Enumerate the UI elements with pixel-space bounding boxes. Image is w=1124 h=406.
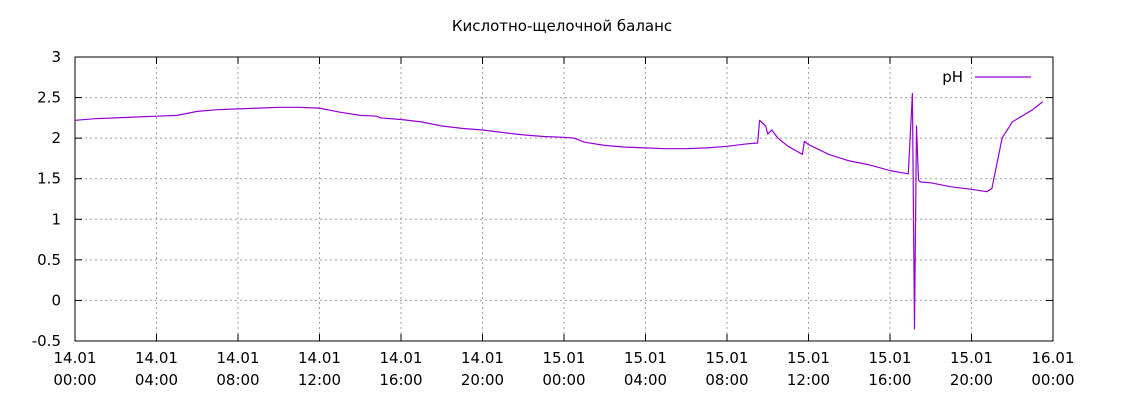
x-tick-label-time: 04:00 [624,371,667,389]
x-tick-label-time: 16:00 [868,371,911,389]
y-tick-label: 1 [51,210,61,228]
legend: pH [942,68,1031,86]
y-tick-label: 2 [51,129,61,147]
x-tick-label-date: 15.01 [543,349,586,367]
x-tick-label-date: 15.01 [869,349,912,367]
x-tick-label-time: 20:00 [461,371,504,389]
y-tick-label: 0 [51,291,61,309]
y-tick-label: -0.5 [32,332,61,350]
x-tick-label-time: 12:00 [298,371,341,389]
y-tick-label: 2.5 [37,89,61,107]
x-tick-label-date: 14.01 [298,349,341,367]
chart-title: Кислотно-щелочной баланс [452,17,672,35]
series-line-ph [74,92,1044,330]
x-tick-label-date: 15.01 [624,349,667,367]
x-tick-label-time: 04:00 [135,371,178,389]
y-tick-label: 1.5 [37,170,61,188]
y-tick-label: 0.5 [37,251,61,269]
x-tick-label-date: 15.01 [787,349,830,367]
x-tick-label-date: 14.01 [135,349,178,367]
x-tick-label-date: 15.01 [706,349,749,367]
y-tick-label: 3 [51,48,61,66]
axes: -0.5 0 0.5 1 1.5 2 2.5 3 14.01 00:00 14.01 04:00 14.… [32,48,1075,389]
x-tick-label-time: 00:00 [53,371,96,389]
grid [75,57,1053,341]
x-tick-label-time: 16:00 [379,371,422,389]
legend-label-ph: pH [942,68,963,86]
x-tick-label-date: 16.01 [1032,349,1075,367]
x-tick-label-time: 20:00 [950,371,993,389]
plot-frame [74,56,1054,342]
x-tick-label-date: 14.01 [380,349,423,367]
x-tick-label-time: 12:00 [787,371,830,389]
x-tick-label-date: 15.01 [950,349,993,367]
x-tick-label-time: 08:00 [216,371,259,389]
x-tick-label-date: 14.01 [461,349,504,367]
x-tick-label-date: 14.01 [217,349,260,367]
series-layer [74,92,1044,330]
x-tick-label-date: 14.01 [54,349,97,367]
x-tick-label-time: 00:00 [1031,371,1074,389]
x-tick-label-time: 00:00 [542,371,585,389]
x-tick-label-time: 08:00 [705,371,748,389]
